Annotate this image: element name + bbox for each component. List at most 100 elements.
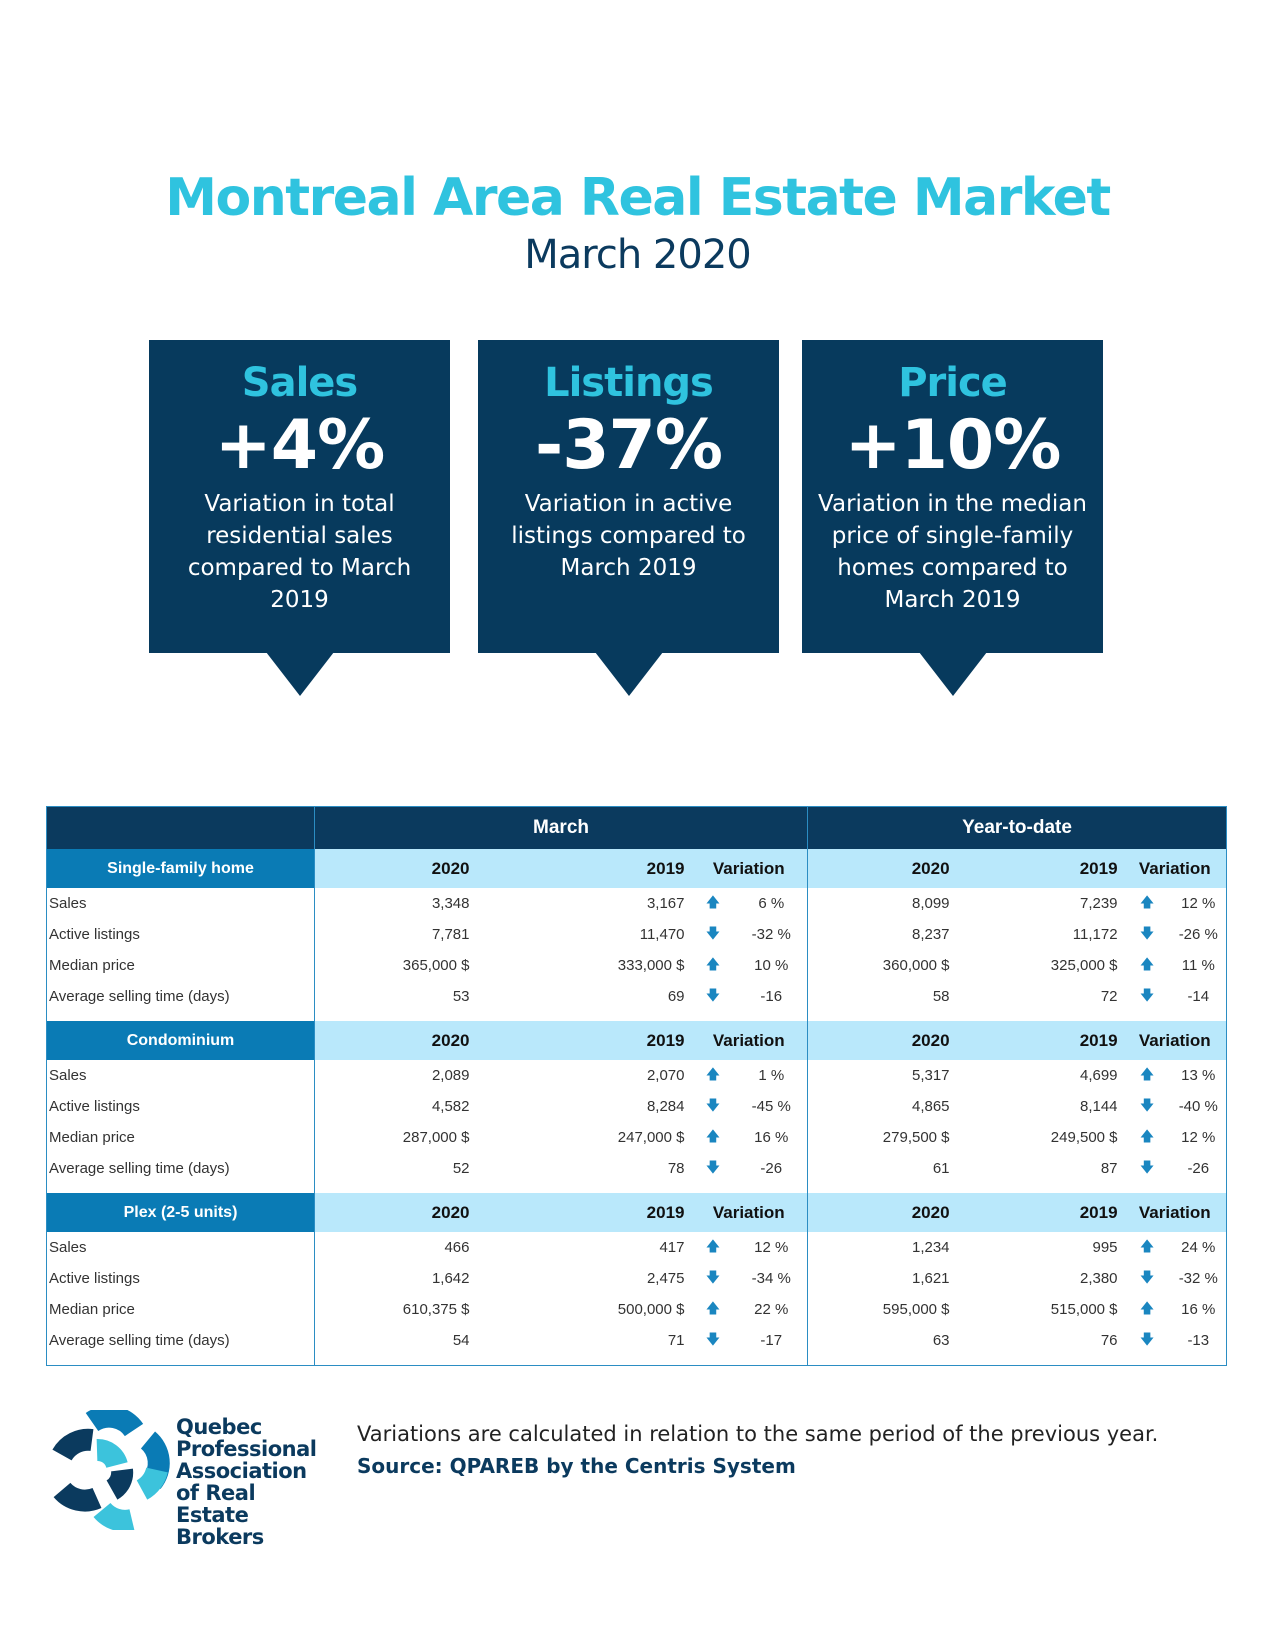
row-label: Average selling time (days) [49,988,230,1005]
arrow-down-icon: 🡇 [1139,986,1155,1003]
march-variation-arrow: 🡇 [691,1263,736,1294]
arrow-up-icon: 🡅 [705,1299,721,1316]
march-variation-arrow: 🡅 [691,1294,736,1325]
qpareb-logo-icon [52,1410,170,1530]
march-2020-value: 610,375 $ [314,1294,476,1325]
ytd-2020-value: 8,099 [807,888,956,919]
arrow-up-icon: 🡅 [705,1127,721,1144]
highlight-value: +10% [844,406,1062,485]
march-variation-arrow: 🡅 [691,1122,736,1153]
table-row: Average selling time (days) 53 69 🡇 -16 58 72 🡇… [47,981,1227,1012]
ytd-variation-arrow: 🡇 [1124,1153,1171,1184]
march-variation-value: 6 % [758,895,785,912]
table-row: Sales 466 417 🡅 12 % 1,234 995 🡅 24 % [47,1232,1227,1263]
table-row: Active listings 7,781 11,470 🡇 -32 % 8,237 11,… [47,919,1227,950]
march-variation-value: 10 % [754,957,789,974]
highlight-value: +4% [214,406,385,485]
march-variation-value: 16 % [754,1129,789,1146]
march-variation-value: -34 % [751,1270,791,1287]
ytd-2020-value: 61 [807,1153,956,1184]
march-variation-value: -16 [760,988,783,1005]
march-2019-value: 69 [667,988,685,1005]
arrow-down-icon: 🡇 [705,1158,721,1175]
section-name: Plex (2-5 units) [46,1193,315,1232]
ytd-variation-arrow: 🡅 [1124,950,1171,981]
row-label: Active listings [49,926,140,943]
ytd-2020-value: 4,865 [807,1091,956,1122]
ytd-2020-value: 5,317 [807,1060,956,1091]
ytd-2019-value: 87 [1100,1160,1118,1177]
ytd-2019-value: 995 [1092,1239,1118,1256]
table-row: Average selling time (days) 54 71 🡇 -17 63 76 🡇… [47,1325,1227,1356]
table-row: Sales 2,089 2,070 🡅 1 % 5,317 4,699 🡅 13 % [47,1060,1227,1091]
march-variation-arrow: 🡇 [691,1325,736,1356]
ytd-variation-value: -40 % [1178,1098,1218,1115]
arrow-down-icon: 🡇 [1139,1096,1155,1113]
ytd-variation-arrow: 🡇 [1124,1263,1171,1294]
row-label: Active listings [49,1270,140,1287]
ytd-2019-value: 72 [1100,988,1118,1005]
col-header-2020: 2020 [807,1193,956,1232]
arrow-down-icon: 🡇 [1139,924,1155,941]
ytd-2019-value: 325,000 $ [1050,957,1118,974]
arrow-up-icon: 🡅 [1139,1065,1155,1082]
ytd-2020-value: 63 [807,1325,956,1356]
ytd-2020-value: 1,621 [807,1263,956,1294]
march-variation-arrow: 🡅 [691,1060,736,1091]
march-2020-value: 2,089 [314,1060,476,1091]
pointer-triangle [594,652,663,696]
col-header-2020: 2020 [807,849,956,888]
logo-text: Quebec Professional Association of Real … [176,1415,317,1549]
table-row: Median price 365,000 $ 333,000 $ 🡅 10 % 360,0… [47,950,1227,981]
ytd-2020-value: 279,500 $ [807,1122,956,1153]
ytd-2019-value: 4,699 [1079,1067,1118,1084]
march-variation-arrow: 🡇 [691,919,736,950]
march-variation-value: -17 [760,1332,783,1349]
page-subtitle: March 2020 [524,232,751,278]
ytd-2020-value: 1,234 [807,1232,956,1263]
ytd-variation-arrow: 🡅 [1124,1232,1171,1263]
arrow-up-icon: 🡅 [1139,955,1155,972]
march-2019-value: 71 [667,1332,685,1349]
ytd-variation-arrow: 🡅 [1124,1294,1171,1325]
table-row: Average selling time (days) 52 78 🡇 -26 61 87 🡇… [47,1153,1227,1184]
arrow-up-icon: 🡅 [705,1065,721,1082]
ytd-2019-value: 11,172 [1072,926,1118,943]
row-label: Average selling time (days) [49,1332,230,1349]
arrow-up-icon: 🡅 [705,1237,721,1254]
row-label: Sales [49,895,87,912]
highlight-price: Price +10% Variation in the median price… [802,340,1103,696]
col-header-2020: 2020 [314,1021,476,1060]
highlight-title: Listings [544,360,714,406]
arrow-down-icon: 🡇 [705,1096,721,1113]
pointer-triangle [918,652,987,696]
period-header-ytd: Year-to-date [807,806,1227,849]
march-2020-value: 53 [314,981,476,1012]
march-variation-value: -26 [760,1160,783,1177]
march-variation-arrow: 🡇 [691,981,736,1012]
ytd-variation-arrow: 🡇 [1124,1091,1171,1122]
col-header-variation: Variation [690,1021,808,1060]
march-2020-value: 54 [314,1325,476,1356]
march-variation-value: 1 % [758,1067,785,1084]
table-row: Median price 610,375 $ 500,000 $ 🡅 22 % 595,0… [47,1294,1227,1325]
ytd-variation-value: -13 [1187,1332,1210,1349]
ytd-2020-value: 360,000 $ [807,950,956,981]
march-2019-value: 2,475 [646,1270,685,1287]
march-2019-value: 333,000 $ [617,957,685,974]
march-variation-arrow: 🡅 [691,1232,736,1263]
ytd-variation-arrow: 🡇 [1124,919,1171,950]
ytd-variation-arrow: 🡅 [1124,888,1171,919]
row-label: Sales [49,1067,87,1084]
ytd-variation-arrow: 🡇 [1124,1325,1171,1356]
march-variation-value: 12 % [754,1239,789,1256]
arrow-up-icon: 🡅 [1139,1127,1155,1144]
col-header-2020: 2020 [807,1021,956,1060]
col-header-2019: 2019 [475,1193,691,1232]
col-header-2020: 2020 [314,1193,476,1232]
col-header-2019: 2019 [475,1021,691,1060]
arrow-down-icon: 🡇 [1139,1158,1155,1175]
period-header-march: March [313,806,808,849]
march-2019-value: 3,167 [646,895,685,912]
table-row: Sales 3,348 3,167 🡅 6 % 8,099 7,239 🡅 12 % [47,888,1227,919]
